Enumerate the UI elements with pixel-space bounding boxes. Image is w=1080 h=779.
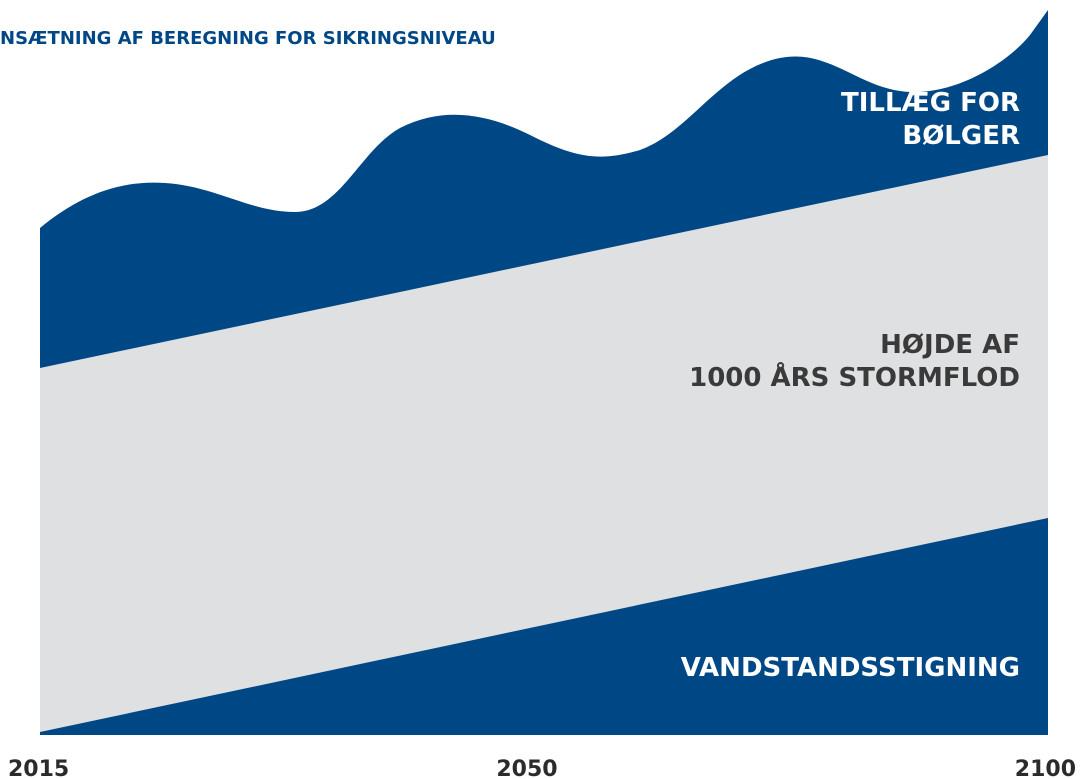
layer-label: TILLÆG FOR xyxy=(841,88,1020,118)
stormflod-layer xyxy=(40,155,1048,732)
layer-label: VANDSTANDSSTIGNING xyxy=(681,653,1020,683)
layer-label: 1000 ÅRS STORMFLOD xyxy=(689,361,1020,393)
x-label: 2050 xyxy=(496,757,557,779)
title: NSÆTNING AF BEREGNING FOR SIKRINGSNIVEAU xyxy=(0,28,496,49)
layer-label: HØJDE AF xyxy=(880,330,1020,360)
x-label: 2100 xyxy=(1015,757,1076,779)
x-label: 2015 xyxy=(8,757,69,779)
layer-label: BØLGER xyxy=(902,121,1020,151)
